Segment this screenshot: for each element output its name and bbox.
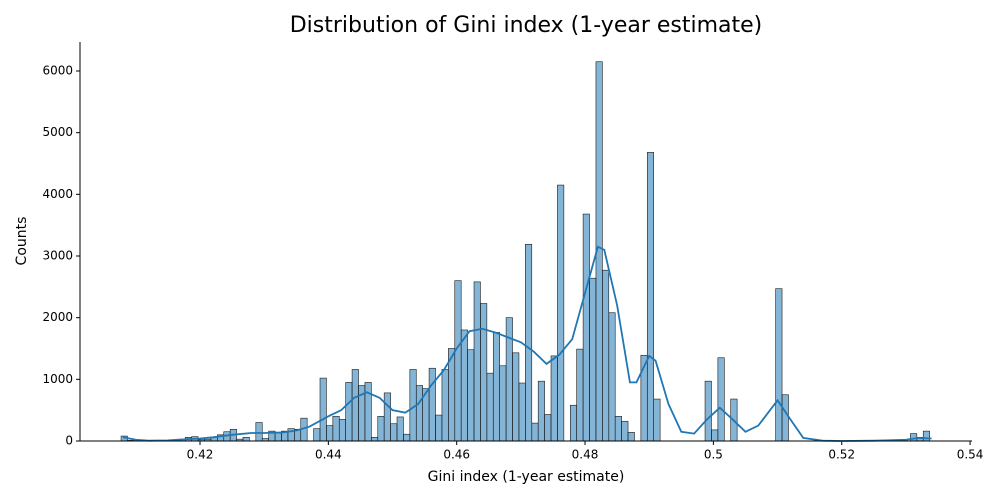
bar <box>531 422 539 442</box>
y-tick-label: 1000 <box>42 372 73 386</box>
bar <box>390 423 398 442</box>
bar <box>922 430 930 442</box>
bar <box>319 377 327 442</box>
y-tick-label: 3000 <box>42 248 73 262</box>
bar <box>274 432 282 442</box>
y-tick-label: 5000 <box>42 125 73 139</box>
chart-title: Distribution of Gini index (1-year estim… <box>290 13 763 38</box>
bar <box>582 213 590 442</box>
x-tick-label: 0.44 <box>315 448 342 462</box>
bar <box>371 436 379 442</box>
bar <box>486 372 494 442</box>
bar <box>454 280 462 442</box>
bar <box>338 419 346 442</box>
bar <box>242 436 250 442</box>
bar <box>383 392 391 442</box>
bar <box>589 277 597 442</box>
bar <box>781 394 789 442</box>
x-tick-label: 0.54 <box>957 448 984 462</box>
bar <box>377 416 385 442</box>
bar <box>396 416 404 442</box>
bar <box>717 357 725 442</box>
x-tick-label: 0.46 <box>443 448 470 462</box>
bar <box>614 416 622 442</box>
x-tick-label: 0.48 <box>572 448 599 462</box>
x-axis-label: Gini index (1-year estimate) <box>428 469 625 485</box>
bar <box>441 369 449 442</box>
bar <box>711 429 719 442</box>
bar <box>525 243 533 442</box>
bar <box>332 416 340 442</box>
bar <box>557 184 565 442</box>
bar <box>403 433 411 442</box>
bar <box>653 398 661 442</box>
bar <box>460 329 468 442</box>
y-tick-label: 6000 <box>42 63 73 77</box>
bar <box>499 365 507 442</box>
y-tick-label: 4000 <box>42 187 73 201</box>
bar <box>351 369 359 442</box>
bar <box>364 382 372 442</box>
bar <box>428 367 436 442</box>
bar <box>550 355 558 442</box>
bar <box>576 348 584 442</box>
y-axis-label: Counts <box>14 217 30 266</box>
bar <box>608 312 616 442</box>
bar <box>473 281 481 442</box>
bar <box>435 414 443 442</box>
bar <box>492 332 500 442</box>
bar <box>313 428 321 442</box>
bar <box>775 288 783 442</box>
bar <box>518 382 526 442</box>
bar <box>537 380 545 442</box>
bar <box>415 385 423 442</box>
y-tick-label: 0 <box>65 434 73 448</box>
y-tick-label: 2000 <box>42 310 73 324</box>
bar <box>326 425 334 442</box>
bar <box>621 420 629 442</box>
x-tick-label: 0.42 <box>187 448 214 462</box>
bar <box>467 349 475 442</box>
bar <box>480 303 488 442</box>
bar <box>627 432 635 442</box>
bar <box>345 382 353 442</box>
bar <box>646 152 655 442</box>
bar <box>255 422 263 442</box>
x-tick-label: 0.5 <box>704 448 723 462</box>
kde-line <box>122 245 932 442</box>
x-tick-label: 0.52 <box>828 448 855 462</box>
bar <box>569 404 577 442</box>
bar <box>704 380 712 442</box>
bar <box>512 352 520 442</box>
bar <box>602 269 610 442</box>
bar <box>544 414 552 442</box>
